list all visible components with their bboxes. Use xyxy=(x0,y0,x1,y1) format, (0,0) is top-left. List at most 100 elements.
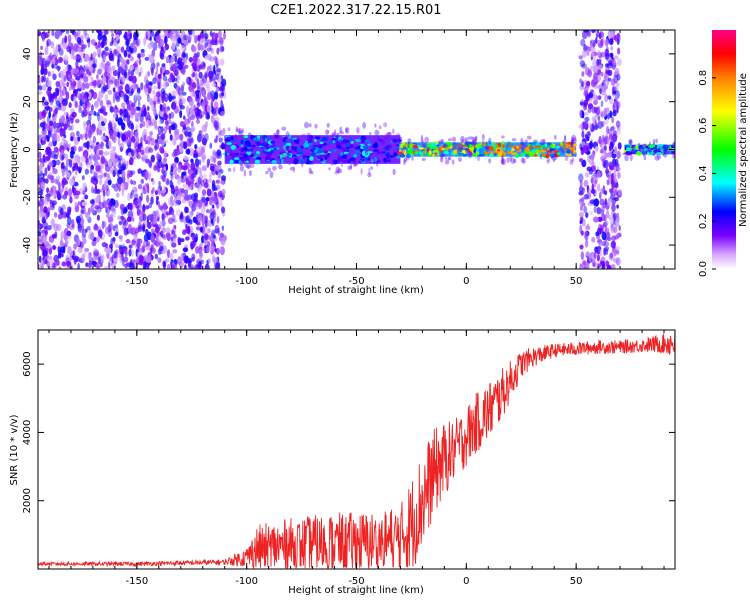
spectrogram-cell xyxy=(163,166,166,171)
spectrogram-cell xyxy=(610,222,615,231)
spectrogram-cell xyxy=(49,120,54,127)
spectrogram-cell xyxy=(198,64,203,70)
spectrogram-cell xyxy=(158,241,164,247)
spectrogram-cell xyxy=(167,217,174,225)
spectrogram-cell xyxy=(445,142,453,146)
spectrogram-cell xyxy=(600,188,603,193)
spectrogram-cell xyxy=(471,136,476,140)
spectrogram-cell xyxy=(362,151,365,156)
spectrogram-cell xyxy=(154,226,160,234)
spectrogram-cell xyxy=(150,234,155,243)
spectrogram-cell xyxy=(196,176,202,186)
spectrogram-cell xyxy=(332,140,336,144)
spectrogram-cell xyxy=(317,144,323,149)
spectrogram-cell xyxy=(230,150,233,154)
spectrogram-cell xyxy=(373,149,380,153)
spectrogram-cell xyxy=(137,38,141,47)
spectrogram-cell xyxy=(81,231,85,241)
spectrogram-cell xyxy=(40,205,44,211)
spectrogram-cell xyxy=(64,190,69,196)
spectrogram-cell xyxy=(612,90,617,95)
spectrogram-cell xyxy=(39,198,45,206)
spectrogram-cell xyxy=(53,190,56,198)
spectrogram-cell xyxy=(370,143,373,148)
spectrogram-cell xyxy=(608,31,611,40)
spectrogram-cell xyxy=(309,170,314,175)
spectrogram-cell xyxy=(148,147,154,153)
spectrogram-cell xyxy=(140,110,145,118)
spectrogram-cell xyxy=(264,155,272,161)
spectrogram-cell xyxy=(272,142,276,149)
spectrogram-cell xyxy=(353,140,358,145)
spectrogram-cell xyxy=(72,185,75,194)
spectrogram-cell xyxy=(88,60,94,66)
spectrogram-cell xyxy=(439,152,444,158)
spectrogram-cell xyxy=(173,258,178,265)
colorbar-tick-label: 0.4 xyxy=(698,165,709,181)
spectrogram-cell xyxy=(207,92,211,101)
spectrogram-cell xyxy=(587,30,591,37)
spectrogram-cell xyxy=(488,154,494,158)
spectrogram-cell xyxy=(537,152,543,157)
spectrogram-cell xyxy=(490,149,495,154)
spectrogram-cell xyxy=(154,139,158,144)
spectrogram-cell xyxy=(169,169,174,176)
spectrogram-cell xyxy=(360,135,367,140)
spectrogram-cell xyxy=(605,125,610,135)
spectrogram-cell xyxy=(103,37,106,43)
spectrogram-cell xyxy=(301,160,304,168)
spectrogram-cell xyxy=(119,203,125,211)
spectrogram-cell xyxy=(43,68,48,76)
spectrogram-cell xyxy=(150,228,155,234)
spectrogram-cell xyxy=(41,111,45,116)
spectrogram-cell xyxy=(468,153,472,159)
spectrogram-cell xyxy=(464,140,468,145)
spectrogram-cell xyxy=(522,142,527,149)
spectrogram-cell xyxy=(187,131,192,138)
spectrogram-cell xyxy=(207,53,212,62)
spectrogram-cell xyxy=(81,91,85,101)
spectrogram-cell xyxy=(412,144,419,149)
spectrogram-cell xyxy=(151,67,154,76)
spectrogram-cell xyxy=(475,135,478,140)
spectrogram-cell xyxy=(59,70,64,79)
spectrogram-cell xyxy=(44,259,48,265)
spectrogram-cell xyxy=(346,149,350,153)
spectrogram-cell xyxy=(129,202,133,211)
spectrogram-cell xyxy=(607,128,613,135)
spectrogram-cell xyxy=(97,256,101,265)
spectrogram-cell xyxy=(99,62,105,72)
spectrogram-cell xyxy=(600,100,604,108)
spectrogram-cell xyxy=(149,247,153,256)
spectrogram-cell xyxy=(604,248,609,255)
spectrogram-cell xyxy=(147,30,151,38)
spectrogram-cell xyxy=(392,168,396,175)
spectrogram-cell xyxy=(326,122,330,128)
spectrogram-cell xyxy=(200,37,203,45)
spectrogram-cell xyxy=(305,155,311,159)
spectrogram-cell xyxy=(285,131,290,138)
spectrogram-cell xyxy=(66,118,71,127)
spectrogram-cell xyxy=(267,138,271,141)
spectrogram-cell xyxy=(64,240,68,248)
spectrogram-cell xyxy=(360,158,365,161)
spectrogram-cell xyxy=(474,137,478,142)
spectrogram-cell xyxy=(458,157,462,162)
spectrogram-cell xyxy=(156,62,160,68)
spectrogram-cell xyxy=(148,202,153,209)
spectrogram-cell xyxy=(209,163,215,168)
spectrogram-cell xyxy=(162,261,166,269)
spectrogram-cell xyxy=(194,201,199,207)
spectrogram-cell xyxy=(554,153,558,161)
spectrogram-cell xyxy=(157,159,163,169)
spectrogram-cell xyxy=(578,191,584,196)
spectrogram-cell xyxy=(597,247,601,255)
spectrogram-cell xyxy=(226,142,232,145)
spectrogram-cell xyxy=(70,136,74,142)
spectrogram-cell xyxy=(570,142,574,147)
spectrogram-cell xyxy=(283,145,287,150)
spectrogram-cell xyxy=(130,242,136,247)
spectrogram-cell xyxy=(510,157,515,165)
spectrogram-cell xyxy=(614,246,621,251)
spectrogram-cell xyxy=(82,44,87,49)
